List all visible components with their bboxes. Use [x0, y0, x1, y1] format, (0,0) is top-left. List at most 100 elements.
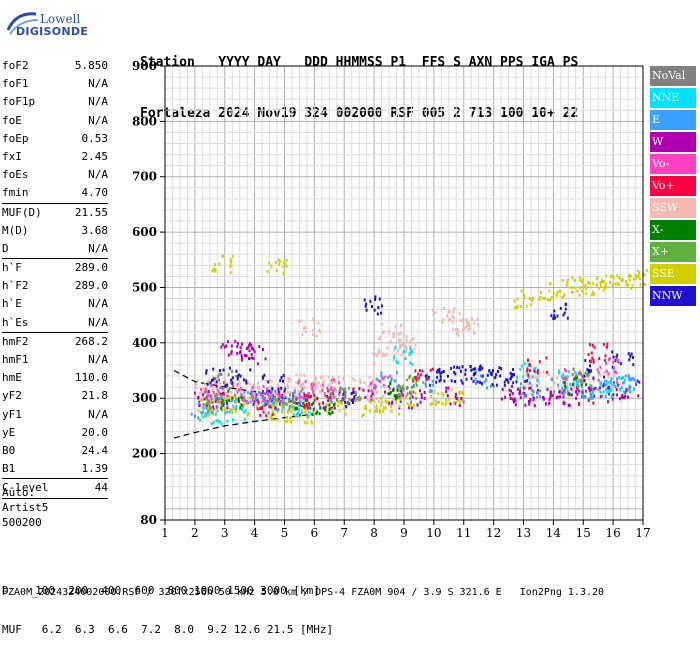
echo-point	[229, 408, 232, 412]
echo-point	[252, 356, 255, 360]
echo-point	[289, 393, 292, 397]
echo-point	[525, 370, 528, 374]
param-value: 3.68	[81, 223, 109, 237]
echo-point	[410, 385, 413, 389]
echo-point	[612, 355, 615, 359]
echo-point	[439, 375, 442, 379]
echo-point	[399, 338, 402, 342]
echo-point	[391, 400, 394, 404]
echo-point	[217, 400, 220, 404]
echo-point	[603, 375, 605, 379]
echo-point	[203, 391, 206, 395]
echo-point	[401, 386, 404, 390]
echo-point	[550, 314, 553, 318]
echo-point	[538, 382, 541, 386]
param-group-muf: MUF(D) 21.55 M(D) 3.68 D N/A	[2, 204, 108, 259]
echo-point	[632, 277, 635, 281]
echo-point	[391, 389, 394, 393]
echo-point	[377, 348, 380, 352]
echo-point	[229, 264, 232, 268]
echo-point	[598, 286, 601, 290]
echo-point	[300, 395, 303, 399]
echo-point	[382, 406, 385, 410]
echo-point	[615, 358, 618, 362]
echo-point	[270, 385, 273, 389]
param-name: fxI	[2, 149, 22, 163]
echo-point	[294, 406, 297, 410]
echo-point	[617, 383, 620, 387]
echo-point	[400, 324, 402, 327]
echo-point	[400, 345, 403, 349]
echo-point	[301, 411, 304, 415]
echo-point	[276, 400, 279, 404]
echo-point	[565, 283, 568, 287]
echo-point	[314, 376, 317, 379]
echo-point	[522, 375, 525, 379]
echo-point	[363, 381, 366, 385]
echo-point	[443, 379, 446, 383]
echo-point	[338, 388, 341, 392]
echo-point	[471, 317, 474, 321]
echo-point	[532, 396, 535, 400]
echo-point	[501, 388, 504, 391]
echo-point	[442, 393, 445, 397]
echo-point	[251, 347, 254, 350]
echo-point	[310, 421, 313, 425]
echo-point	[555, 294, 558, 297]
echo-point	[418, 376, 421, 380]
echo-point	[453, 365, 456, 369]
echo-point	[629, 389, 632, 393]
echo-point	[319, 376, 322, 380]
echo-point	[300, 319, 303, 323]
echo-point	[587, 280, 589, 284]
echo-point	[522, 386, 525, 390]
echo-point	[508, 388, 511, 392]
echo-point	[196, 379, 199, 382]
echo-point	[378, 408, 381, 412]
echo-point	[381, 400, 384, 404]
echo-point	[578, 378, 581, 382]
echo-point	[578, 293, 581, 297]
param-value: 1.39	[81, 462, 109, 476]
echo-point	[202, 405, 205, 409]
echo-point	[226, 419, 229, 423]
echo-point	[612, 393, 615, 397]
y-tick-label: 800	[132, 114, 157, 128]
echo-point	[387, 392, 390, 396]
echo-point	[244, 399, 247, 403]
param-name: yF1	[2, 407, 22, 421]
echo-point	[523, 391, 526, 395]
echo-point	[594, 386, 597, 390]
echo-point	[270, 397, 273, 401]
echo-point	[397, 338, 400, 342]
echo-point	[422, 381, 425, 385]
echo-point	[424, 382, 427, 386]
echo-point	[325, 403, 328, 407]
param-row: yF1 N/A	[2, 406, 108, 424]
echo-point	[393, 394, 396, 398]
echo-point	[461, 365, 464, 369]
echo-point	[266, 269, 269, 273]
echo-point	[581, 378, 584, 382]
echo-point	[288, 406, 291, 410]
echo-point	[571, 290, 573, 294]
echo-point	[201, 414, 203, 418]
echo-point	[251, 390, 254, 394]
echo-point	[251, 395, 254, 398]
x-tick-label: 1	[161, 526, 169, 540]
echo-point	[519, 386, 522, 390]
echo-point	[467, 328, 470, 331]
echo-point	[399, 339, 402, 343]
echo-point	[379, 403, 382, 407]
echo-point	[214, 394, 217, 398]
echo-point	[312, 328, 315, 332]
echo-point	[268, 378, 271, 382]
echo-point	[256, 407, 259, 411]
echo-point	[281, 407, 284, 411]
echo-point	[218, 378, 221, 382]
echo-point	[212, 421, 215, 425]
divider	[2, 497, 108, 499]
echo-point	[230, 344, 233, 348]
echo-point	[203, 397, 206, 401]
echo-point	[276, 392, 279, 396]
